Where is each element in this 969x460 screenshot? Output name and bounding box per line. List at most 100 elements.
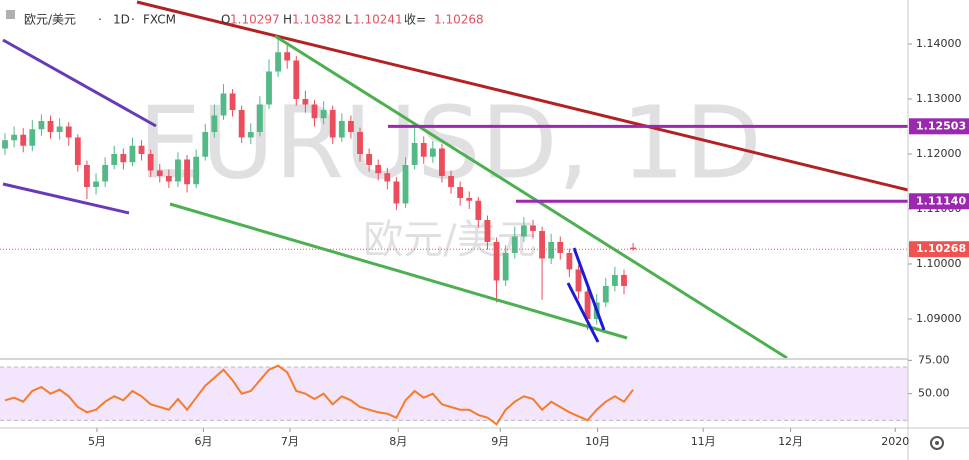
rsi-line bbox=[4, 364, 634, 426]
x-tick-label: 2020 bbox=[881, 435, 909, 448]
ohlc-value: 1.10382 bbox=[292, 13, 342, 27]
candle-body bbox=[38, 120, 45, 130]
candle-body bbox=[584, 291, 591, 319]
watermark: EURUSD, 1D 欧元/美元 bbox=[138, 84, 762, 263]
trend-line bbox=[2, 38, 157, 128]
axes: 1.090001.100001.110001.120001.130001.140… bbox=[88, 37, 969, 448]
candle-body bbox=[266, 71, 272, 105]
candle-body bbox=[111, 153, 118, 165]
x-tick-label: 12月 bbox=[778, 435, 803, 448]
x-tick-label: 10月 bbox=[585, 435, 610, 448]
candle-body bbox=[602, 285, 609, 303]
candle-body bbox=[84, 164, 90, 187]
candle-body bbox=[193, 156, 200, 185]
rsi-y-tick-label: 50.00 bbox=[918, 387, 950, 400]
candle-body bbox=[138, 145, 145, 154]
settings-button[interactable] bbox=[930, 436, 944, 450]
price-label: 1.11140 bbox=[916, 194, 966, 207]
candle-body bbox=[366, 153, 373, 165]
candle-body bbox=[530, 225, 536, 231]
ohlc-label: H bbox=[283, 13, 292, 27]
candle-body bbox=[56, 126, 63, 132]
candle-body bbox=[511, 236, 518, 253]
candle-body bbox=[184, 159, 190, 185]
candle-body bbox=[211, 115, 218, 132]
ohlc-label: L bbox=[345, 13, 352, 27]
candle-body bbox=[11, 134, 18, 141]
price-label-box bbox=[909, 241, 969, 258]
x-tick-label: 9月 bbox=[491, 435, 509, 448]
candle-body bbox=[338, 120, 345, 138]
candle-body bbox=[402, 164, 409, 204]
gear-center[interactable] bbox=[935, 441, 939, 445]
y-tick-label: 1.13000 bbox=[916, 92, 962, 105]
x-tick-label: 11月 bbox=[691, 435, 716, 448]
candle-body bbox=[357, 131, 363, 154]
candle-body bbox=[229, 93, 236, 110]
trend-line bbox=[572, 247, 606, 331]
price-label: 1.10268 bbox=[916, 242, 966, 255]
rsi-pane bbox=[0, 364, 908, 426]
candle-body bbox=[448, 175, 454, 187]
rsi-band bbox=[0, 367, 908, 421]
ohlc-label: 收= bbox=[404, 13, 426, 27]
x-tick-label: 7月 bbox=[281, 435, 299, 448]
source: FXCM bbox=[143, 13, 176, 27]
candle-body bbox=[120, 153, 127, 163]
candle-body bbox=[247, 131, 254, 138]
candle-body bbox=[93, 181, 99, 187]
candle-body bbox=[475, 200, 482, 220]
candle-body bbox=[484, 219, 491, 242]
candle-body bbox=[493, 241, 500, 281]
y-tick-label: 1.14000 bbox=[916, 37, 962, 50]
candle-body bbox=[256, 104, 263, 132]
trend-line bbox=[2, 182, 130, 215]
candle-body bbox=[238, 109, 245, 138]
levels bbox=[0, 124, 908, 250]
gear-icon[interactable] bbox=[930, 436, 944, 450]
candle-body bbox=[429, 148, 436, 157]
symbol: 欧元/美元 bbox=[24, 13, 76, 27]
candle-body bbox=[284, 52, 291, 61]
rsi-y-tick-label: 75.00 bbox=[918, 353, 950, 366]
ohlc-label: O bbox=[221, 13, 230, 27]
candle-body bbox=[557, 241, 564, 253]
candle-body bbox=[65, 126, 72, 138]
candle-body bbox=[2, 140, 8, 149]
candle-body bbox=[420, 142, 427, 157]
candle-body bbox=[129, 145, 136, 163]
separator: · bbox=[131, 13, 135, 27]
x-tick-label: 8月 bbox=[389, 435, 407, 448]
candle-body bbox=[384, 173, 391, 182]
drawings bbox=[2, 0, 909, 360]
candle-body bbox=[175, 159, 181, 182]
ohlc-value: 1.10297 bbox=[230, 13, 280, 27]
candle-body bbox=[566, 252, 573, 270]
candle-body bbox=[548, 241, 555, 259]
watermark-name: 欧元/美元 bbox=[363, 217, 536, 263]
pane-divider bbox=[0, 358, 908, 360]
y-tick-label: 1.09000 bbox=[916, 312, 962, 325]
candle-body bbox=[102, 164, 109, 182]
trend-line bbox=[136, 0, 909, 192]
candle-body bbox=[275, 52, 282, 72]
collapse-icon[interactable] bbox=[6, 10, 15, 19]
candle-body bbox=[611, 274, 618, 286]
candle-body bbox=[520, 225, 527, 237]
interval: 1D bbox=[113, 13, 130, 27]
ohlc-value: 1.10268 bbox=[434, 13, 484, 27]
candle-body bbox=[630, 247, 637, 250]
candle-body bbox=[347, 120, 354, 132]
candles bbox=[2, 37, 637, 330]
trend-line bbox=[169, 202, 628, 340]
candle-body bbox=[311, 104, 318, 119]
candle-body bbox=[320, 109, 327, 119]
candle-body bbox=[502, 252, 509, 281]
price-label: 1.12503 bbox=[916, 119, 966, 132]
candle-body bbox=[156, 170, 163, 176]
candle-body bbox=[74, 137, 81, 165]
price-label-box bbox=[909, 193, 969, 210]
header: 欧元/美元 · 1D · FXCM O 1.10297 H 1.10382 L … bbox=[6, 10, 484, 27]
candle-body bbox=[393, 181, 400, 204]
